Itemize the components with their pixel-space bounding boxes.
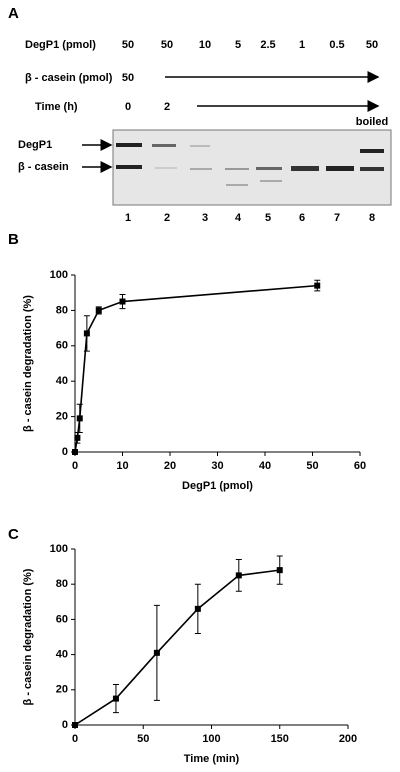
data-point [314,282,321,289]
row-label: Time (h) [35,101,78,113]
data-point [83,330,90,337]
row-value: 1 [299,39,305,51]
gel [112,129,392,206]
panel-label: C [8,526,19,543]
data-point [72,449,78,455]
data-point [276,567,283,574]
y-tick-label: 100 [50,269,68,281]
lane-number: 1 [125,212,131,224]
band-label: β - casein [18,161,69,173]
row-value: 10 [199,39,211,51]
y-tick-label: 100 [50,543,68,555]
data-point [95,307,102,314]
row-value: 50 [122,72,134,84]
y-tick-label: 0 [62,446,68,458]
x-tick-label: 50 [306,460,318,472]
row-value: 50 [366,39,378,51]
y-tick-label: 20 [56,684,68,696]
x-tick-label: 0 [72,733,78,745]
data-point [194,605,201,612]
data-point [74,434,81,441]
y-tick-label: 0 [62,719,68,731]
lane-number: 3 [202,212,208,224]
x-tick-label: 40 [259,460,271,472]
y-tick-label: 60 [56,613,68,625]
x-tick-label: 100 [202,733,220,745]
x-tick-label: 200 [339,733,357,745]
y-tick-label: 80 [56,578,68,590]
y-tick-label: 40 [56,375,68,387]
row-value: 50 [122,39,134,51]
band-label: DegP1 [18,139,52,151]
data-point [112,695,119,702]
x-tick-label: 60 [354,460,366,472]
lane-number: 7 [334,212,340,224]
panel-label: A [8,5,19,22]
lane-number: 5 [265,212,271,224]
y-tick-label: 80 [56,304,68,316]
x-tick-label: 50 [137,733,149,745]
lane-number: 6 [299,212,305,224]
data-line [74,284,318,453]
x-axis-label: Time (min) [184,753,240,765]
boiled-label: boiled [356,116,388,128]
row-value: 2 [164,101,170,113]
row-value: 0 [125,101,131,113]
data-point [72,722,78,728]
lane-number: 8 [369,212,375,224]
x-tick-label: 30 [211,460,223,472]
row-value: 50 [161,39,173,51]
lane-number: 4 [235,212,242,224]
panel-label: B [8,231,19,248]
x-tick-label: 150 [271,733,289,745]
row-value: 0.5 [329,39,344,51]
y-tick-label: 40 [56,649,68,661]
data-point [235,572,242,579]
x-tick-label: 10 [116,460,128,472]
y-axis-label: β - casein degradation (%) [22,295,34,432]
row-value: 5 [235,39,241,51]
row-value: 2.5 [260,39,275,51]
data-point [153,649,160,656]
row-label: DegP1 (pmol) [25,39,96,51]
x-tick-label: 20 [164,460,176,472]
y-tick-label: 20 [56,411,68,423]
y-axis-label: β - casein degradation (%) [22,568,34,705]
x-tick-label: 0 [72,460,78,472]
lane-number: 2 [164,212,170,224]
data-point [119,298,126,305]
x-axis-label: DegP1 (pmol) [182,480,253,492]
y-tick-label: 60 [56,340,68,352]
data-line [74,569,280,726]
data-point [76,415,83,422]
row-label: β - casein (pmol) [25,72,113,84]
